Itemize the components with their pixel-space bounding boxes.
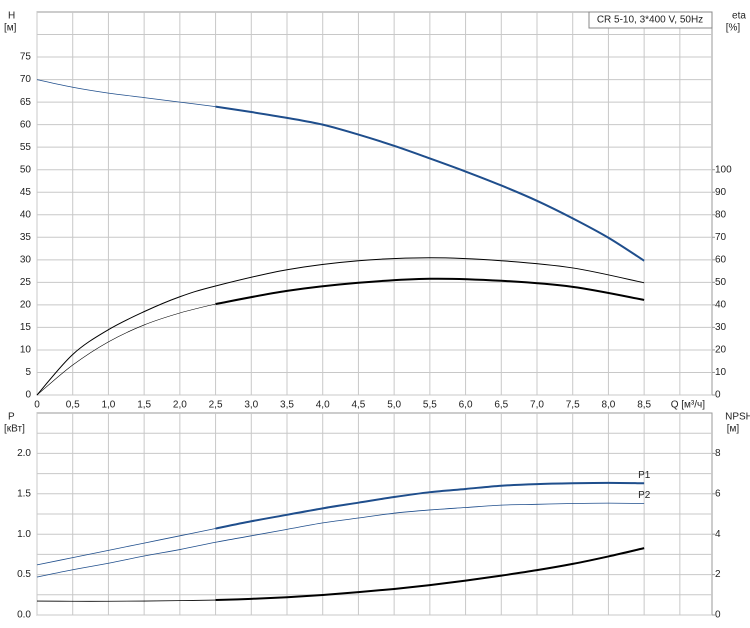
y2-axis-label: NPSH	[725, 412, 750, 423]
curve-label: P1	[638, 470, 651, 481]
y-tick-label: 0.0	[17, 610, 31, 621]
y-tick-label: 0	[25, 390, 31, 401]
x-tick-label: 1,0	[101, 400, 115, 411]
y2-tick-label: 90	[715, 187, 727, 198]
curve	[215, 547, 645, 602]
y-tick-label: 45	[20, 187, 32, 198]
x-tick-label: 7,5	[566, 400, 580, 411]
y-tick-label: 55	[20, 142, 32, 153]
y2-tick-label: 10	[715, 367, 727, 378]
y2-tick-label: 0	[715, 610, 721, 621]
curve	[36, 79, 216, 108]
y-tick-label: 5	[25, 367, 31, 378]
y-tick-label: 1.0	[17, 529, 31, 540]
y2-axis-unit: [м]	[727, 424, 740, 435]
x-tick-label: 0	[34, 400, 40, 411]
x-tick-label: 1,5	[137, 400, 151, 411]
y2-tick-label: 60	[715, 254, 727, 265]
y-tick-label: 65	[20, 97, 32, 108]
y2-tick-label: 100	[715, 164, 732, 175]
curve	[36, 257, 645, 396]
y-tick-label: 20	[20, 300, 32, 311]
y2-tick-label: 20	[715, 345, 727, 356]
y-tick-label: 70	[20, 74, 32, 85]
y2-tick-label: 8	[715, 448, 721, 459]
y-tick-label: 30	[20, 254, 32, 265]
x-tick-label: 3,5	[280, 400, 294, 411]
y-tick-label: 2.0	[17, 448, 31, 459]
x-tick-label: 7,0	[530, 400, 544, 411]
title-box	[588, 11, 713, 29]
y-tick-label: 25	[20, 277, 32, 288]
curve	[215, 481, 645, 530]
y-tick-label: 40	[20, 209, 32, 220]
x-axis-label: Q [м³/ч]	[671, 400, 706, 411]
y-axis-unit: [м]	[4, 23, 17, 34]
curve	[36, 599, 216, 602]
x-tick-label: 4,5	[351, 400, 365, 411]
x-tick-label: 5,0	[387, 400, 401, 411]
y-tick-label: 35	[20, 232, 32, 243]
plot-area	[36, 11, 713, 396]
y2-tick-label: 80	[715, 209, 727, 220]
y2-axis-label: eta	[732, 11, 746, 22]
y-tick-label: 15	[20, 322, 32, 333]
x-tick-label: 8,5	[637, 400, 651, 411]
y-axis-unit: [кВт]	[4, 424, 25, 435]
y-tick-label: 50	[20, 164, 32, 175]
x-tick-label: 2,0	[173, 400, 187, 411]
y2-tick-label: 70	[715, 232, 727, 243]
y-tick-label: 75	[20, 52, 32, 63]
x-tick-label: 3,0	[244, 400, 258, 411]
y2-tick-label: 4	[715, 529, 721, 540]
y2-axis-unit: [%]	[726, 23, 741, 34]
y-tick-label: 1.5	[17, 488, 31, 499]
chart-title: CR 5-10, 3*400 V, 50Hz	[597, 15, 703, 26]
y2-tick-label: 40	[715, 300, 727, 311]
y2-tick-label: 2	[715, 569, 721, 580]
y-tick-label: 10	[20, 345, 32, 356]
x-tick-label: 5,5	[423, 400, 437, 411]
x-tick-label: 0,5	[66, 400, 80, 411]
y-tick-label: 0.5	[17, 569, 31, 580]
curve	[36, 528, 216, 566]
curve-label: P2	[638, 490, 651, 501]
x-tick-label: 8,0	[601, 400, 615, 411]
curve	[215, 105, 645, 262]
x-tick-label: 6,0	[459, 400, 473, 411]
curve	[36, 303, 216, 396]
x-tick-label: 2,5	[209, 400, 223, 411]
x-tick-label: 4,0	[316, 400, 330, 411]
y2-tick-label: 30	[715, 322, 727, 333]
y-axis-label: P	[8, 412, 15, 423]
y-tick-label: 60	[20, 119, 32, 130]
curve	[215, 277, 645, 305]
y2-tick-label: 0	[715, 390, 721, 401]
y-axis-label: H	[8, 11, 15, 22]
curve	[36, 502, 645, 578]
y2-tick-label: 6	[715, 488, 721, 499]
y2-tick-label: 50	[715, 277, 727, 288]
x-tick-label: 6,5	[494, 400, 508, 411]
